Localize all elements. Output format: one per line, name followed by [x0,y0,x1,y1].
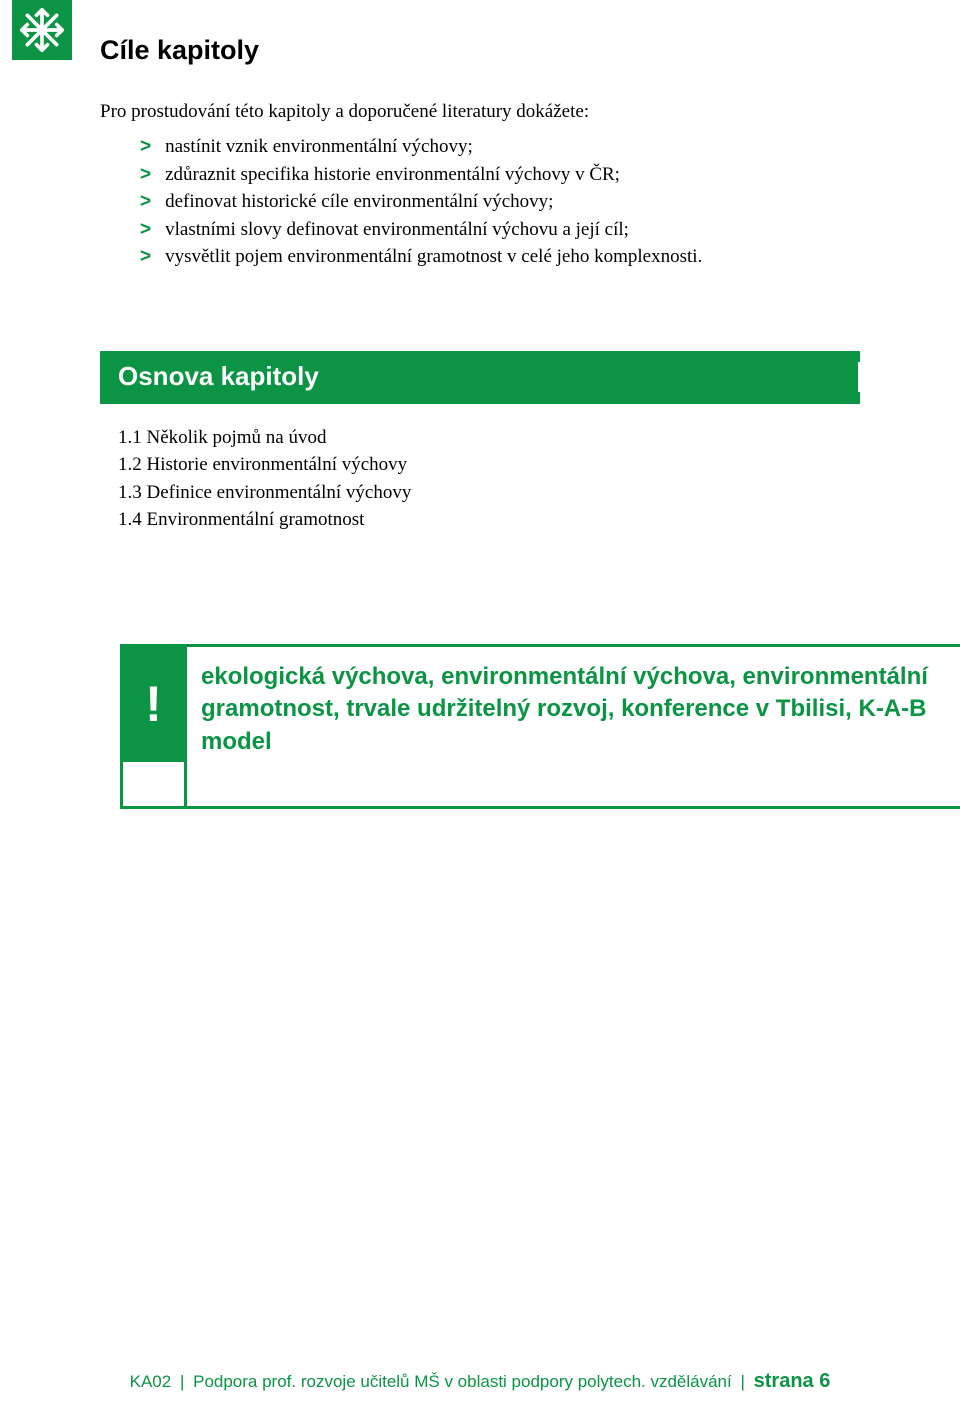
exclamation-icon: ! [123,647,184,762]
chapter-title: Cíle kapitoly [100,35,880,66]
chevron-right-icon: > [140,216,151,244]
page-number: strana 6 [754,1370,831,1392]
list-item: > definovat historické cíle environmentá… [140,188,880,216]
goal-text: vysvětlit pojem environmentální gramotno… [165,243,702,271]
footer-code: KA02 [130,1372,172,1391]
list-item: 1.4 Environmentální gramotnost [118,506,880,534]
section-header: Osnova kapitoly [100,351,860,404]
goal-text: definovat historické cíle environmentáln… [165,188,553,216]
goal-list: > nastínit vznik environmentální výchovy… [140,133,880,271]
footer-text: Podpora prof. rozvoje učitelů MŠ v oblas… [193,1372,732,1391]
list-item: 1.2 Historie environmentální výchovy [118,451,880,479]
keywords-text-column: ekologická výchova, environmentální vých… [184,644,960,809]
chevron-right-icon: > [140,161,151,189]
list-item: > zdůraznit specifika historie environme… [140,161,880,189]
chevron-right-icon: > [140,133,151,161]
keywords-icon-spacer [123,762,184,806]
list-item: > nastínit vznik environmentální výchovy… [140,133,880,161]
keywords-box: ! ekologická výchova, environmentální vý… [120,644,960,809]
goal-text: zdůraznit specifika historie environment… [165,161,620,189]
list-item: > vysvětlit pojem environmentální gramot… [140,243,880,271]
outline-list: 1.1 Několik pojmů na úvod 1.2 Historie e… [118,424,880,534]
page-footer: KA02 | Podpora prof. rozvoje učitelů MŠ … [0,1370,960,1393]
goal-text: vlastními slovy definovat environmentáln… [165,216,629,244]
keywords-icon-column: ! [120,644,184,809]
list-item: 1.1 Několik pojmů na úvod [118,424,880,452]
keywords-text: ekologická výchova, environmentální vých… [201,661,960,758]
chevron-right-icon: > [140,188,151,216]
chevron-right-icon: > [140,243,151,271]
intro-text: Pro prostudování této kapitoly a doporuč… [100,101,880,123]
list-item: 1.3 Definice environmentální výchovy [118,479,880,507]
snowflake-icon [20,8,64,52]
separator-icon: | [180,1372,184,1391]
separator-icon: | [740,1372,744,1391]
list-item: > vlastními slovy definovat environmentá… [140,216,880,244]
brand-logo [12,0,72,60]
goal-text: nastínit vznik environmentální výchovy; [165,133,473,161]
